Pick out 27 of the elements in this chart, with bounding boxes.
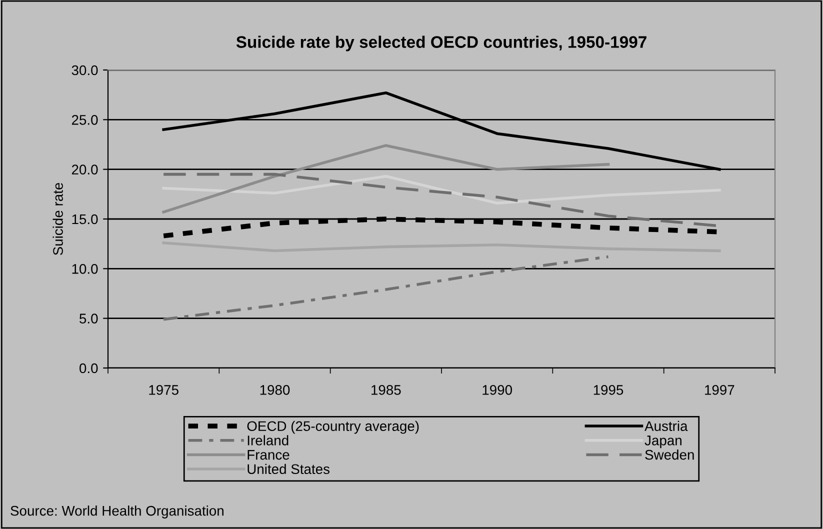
y-tick-label: 30.0 bbox=[72, 65, 98, 76]
y-tick-label: 20.0 bbox=[72, 164, 98, 175]
legend-label: Ireland bbox=[248, 435, 288, 446]
source-note: Source: World Health Organisation bbox=[10, 506, 224, 518]
y-tick-label: 10.0 bbox=[72, 264, 98, 274]
legend-label: Sweden bbox=[645, 450, 694, 460]
y-tick-label: 0.0 bbox=[80, 363, 98, 374]
y-tick-label: 15.0 bbox=[72, 214, 98, 224]
line-series bbox=[162, 144, 610, 214]
legend-label: OECD (25-country average) bbox=[247, 420, 419, 434]
legend-label: France bbox=[248, 450, 290, 460]
y-axis-title: Suicide rate bbox=[52, 182, 63, 256]
legend-label: Austria bbox=[644, 420, 688, 432]
x-tick-label: 1980 bbox=[260, 385, 290, 395]
x-tick-label: 1985 bbox=[372, 385, 401, 395]
x-tick-label: 1975 bbox=[149, 385, 178, 395]
legend-label: Japan bbox=[644, 436, 682, 448]
legend-label: United States bbox=[248, 464, 330, 474]
x-tick-label: 1997 bbox=[705, 385, 734, 395]
x-tick-label: 1990 bbox=[482, 385, 512, 395]
chart-title: Suicide rate by selected OECD countries, 1950-1997 bbox=[236, 36, 646, 52]
line-series bbox=[162, 255, 610, 321]
line-series bbox=[162, 241, 721, 252]
line-series bbox=[162, 174, 721, 204]
y-tick-label: 25.0 bbox=[72, 115, 98, 125]
x-tick-label: 1995 bbox=[594, 385, 624, 395]
y-tick-label: 5.0 bbox=[80, 314, 98, 324]
